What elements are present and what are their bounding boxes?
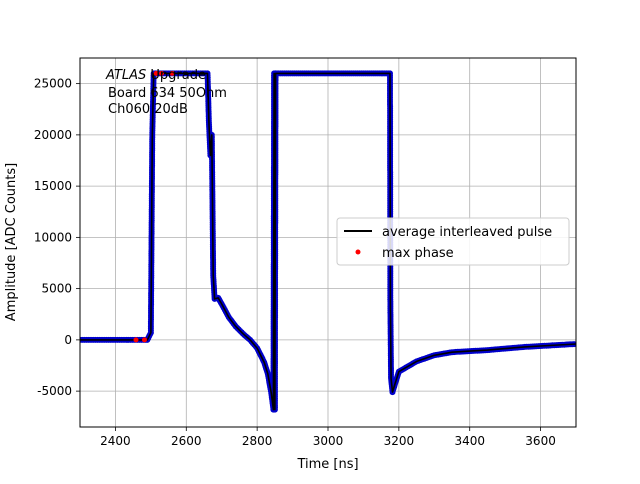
- annotation: ATLAS Upgrade Board 634 50Ohm Ch060 20dB: [105, 68, 227, 117]
- y-tick-label: 10000: [34, 230, 72, 244]
- legend-label-max: max phase: [382, 246, 454, 261]
- x-tick-label: 2600: [171, 434, 202, 448]
- x-axis-ticks: 2400 2600 2800 3000 3200 3400 3600: [100, 427, 556, 448]
- y-tick-label: 25000: [34, 77, 72, 91]
- annotation-channel: Ch060 20dB: [108, 102, 188, 117]
- average-pulse-line: [80, 72, 576, 411]
- max-phase-point: [169, 70, 175, 76]
- legend-dot-swatch: [355, 249, 361, 255]
- y-axis-ticks: -5000 0 5000 10000 15000 20000 25000: [34, 77, 80, 398]
- annotation-upgrade: Upgrade: [146, 68, 206, 83]
- svg-text:ATLAS Upgrade: ATLAS Upgrade: [105, 68, 206, 83]
- x-tick-label: 3000: [313, 434, 344, 448]
- plot-frame: [79, 57, 577, 428]
- legend-label-average: average interleaved pulse: [382, 225, 552, 240]
- max-phase-point: [133, 337, 139, 343]
- x-tick-label: 2800: [242, 434, 273, 448]
- max-phase-point: [158, 70, 164, 76]
- x-axis-label: Time [ns]: [296, 457, 358, 472]
- x-tick-label: 3200: [384, 434, 415, 448]
- y-axis-label: Amplitude [ADC Counts]: [4, 163, 19, 321]
- legend: average interleaved pulse max phase: [336, 217, 570, 266]
- max-phase-point: [141, 337, 147, 343]
- y-tick-label: 5000: [41, 282, 72, 296]
- y-tick-label: 20000: [34, 128, 72, 142]
- x-tick-label: 2400: [100, 434, 131, 448]
- legend-box: [336, 217, 570, 266]
- max-phase-points: [133, 70, 175, 343]
- annotation-atlas: ATLAS: [105, 68, 146, 83]
- series-lines: [80, 72, 576, 411]
- y-tick-label: 0: [64, 333, 72, 347]
- y-tick-label: 15000: [34, 179, 72, 193]
- x-tick-label: 3600: [525, 434, 556, 448]
- x-tick-label: 3400: [454, 434, 485, 448]
- annotation-board: Board 634 50Ohm: [108, 86, 227, 101]
- max-phase-point: [153, 70, 159, 76]
- y-tick-label: -5000: [37, 384, 72, 398]
